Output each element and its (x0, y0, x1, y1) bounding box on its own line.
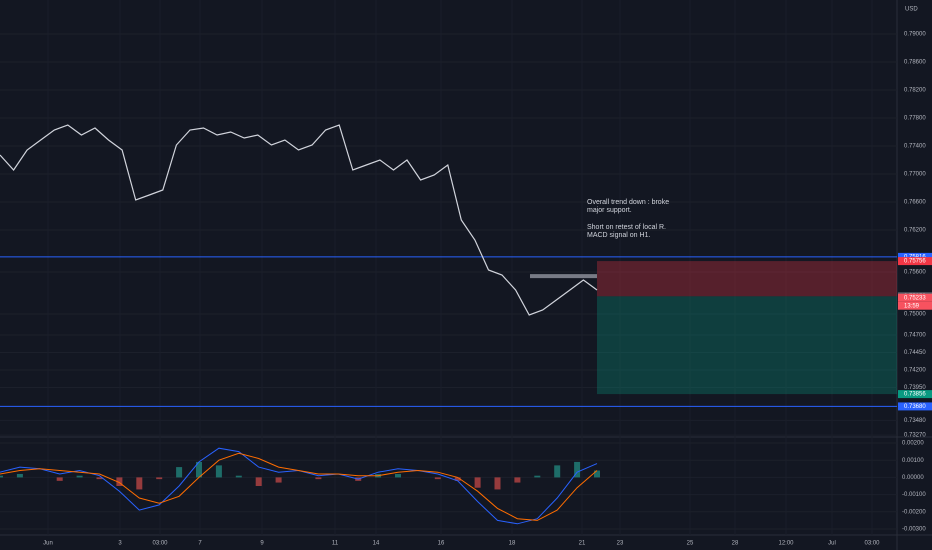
stop-zone (597, 261, 897, 297)
macd-histogram (255, 477, 262, 486)
level-label: 0.73680 (904, 404, 926, 410)
y-tick-label: 0.75600 (904, 270, 926, 276)
macd-histogram (156, 477, 163, 480)
macd-histogram (0, 475, 3, 478)
macd-signal_values (0, 452, 598, 521)
macd-tick-label: -0.00100 (902, 492, 926, 498)
y-tick-label: 0.77400 (904, 144, 926, 150)
macd-histogram (136, 477, 143, 490)
annotation: Short on retest of local R. (587, 224, 666, 231)
macd-histogram (454, 477, 461, 481)
macd-histogram (434, 477, 441, 480)
macd-histogram (215, 465, 222, 478)
y-tick-label: 0.76600 (904, 200, 926, 206)
y-tick-label: 0.78200 (904, 88, 926, 94)
resistance-zone (530, 274, 597, 279)
macd-histogram (494, 477, 501, 490)
macd-histogram (534, 475, 541, 478)
macd-histogram (235, 475, 242, 478)
countdown-badge (898, 301, 932, 310)
level-badge (898, 402, 932, 411)
macd-tick-label: 0.00200 (902, 441, 924, 447)
macd-histogram (315, 477, 322, 480)
macd-histogram (56, 477, 63, 481)
macd-histogram (176, 467, 183, 478)
price-badge (898, 390, 932, 399)
y-tick-label: 0.77000 (904, 172, 926, 178)
macd-tick-label: 0.00000 (902, 475, 924, 481)
x-tick-label: 23 (617, 541, 624, 547)
macd-histogram (474, 477, 481, 488)
y-tick-label: 0.77800 (904, 116, 926, 122)
macd-tick-label: 0.00100 (902, 458, 924, 464)
y-tick-label: 0.74200 (904, 368, 926, 374)
price-badge-label: 0.75233 (904, 295, 926, 301)
countdown: 13:59 (904, 303, 920, 309)
x-tick-label: 11 (332, 541, 339, 547)
macd-histogram (594, 470, 600, 478)
x-tick-label: 21 (579, 541, 586, 547)
macd-histogram (574, 461, 581, 478)
y-tick-label: 0.79000 (904, 32, 926, 38)
currency: USD (905, 7, 918, 13)
y-tick-label: 0.76200 (904, 228, 926, 234)
macd-histogram (395, 473, 401, 478)
x-tick-label: 18 (509, 541, 516, 547)
x-tick-label: 03:00 (864, 541, 880, 547)
annotation: MACD signal on H1. (587, 232, 650, 239)
macd-histogram (514, 477, 521, 483)
macd-histogram (96, 477, 103, 480)
x-tick-label: Jul (828, 541, 836, 547)
macd-histogram (554, 465, 561, 478)
price-badge-label: 0.75756 (904, 259, 926, 265)
x-tick-label: 14 (373, 541, 380, 547)
macd-tick-label: -0.00300 (902, 527, 926, 533)
macd-histogram (116, 477, 123, 486)
macd-histogram (275, 477, 282, 483)
x-tick-label: Jun (43, 541, 53, 547)
y-tick-label: 0.73480 (904, 418, 926, 424)
x-tick-label: 12:00 (778, 541, 794, 547)
annotation: major support. (587, 207, 632, 214)
y-tick-label: 0.73270 (904, 433, 926, 439)
x-tick-label: 16 (438, 541, 445, 547)
price-badge (898, 257, 932, 266)
target-zone (597, 296, 897, 395)
level-badge (898, 252, 932, 261)
y-tick-label: 0.78600 (904, 60, 926, 66)
x-tick-label: 28 (732, 541, 739, 547)
y-tick-label: 0.74700 (904, 333, 926, 339)
x-tick-label: 25 (687, 541, 694, 547)
annotation: Overall trend down : broke (587, 199, 669, 206)
y-tick-label: 0.75000 (904, 312, 926, 318)
price-badge-label: 0.73856 (904, 392, 926, 398)
x-tick-label: 03:00 (152, 541, 168, 547)
macd-histogram (196, 461, 202, 478)
price-badge (898, 293, 932, 302)
macd-histogram (16, 473, 23, 478)
x-tick-label: 7 (198, 541, 202, 547)
price-line (0, 124, 598, 316)
macd-tick-label: -0.00200 (902, 509, 926, 515)
macd-histogram (76, 475, 83, 478)
y-tick-label: 0.73950 (904, 385, 926, 391)
y-tick-label: 0.74450 (904, 350, 926, 356)
x-tick-label: 3 (118, 541, 122, 547)
x-tick-label: 9 (260, 541, 264, 547)
